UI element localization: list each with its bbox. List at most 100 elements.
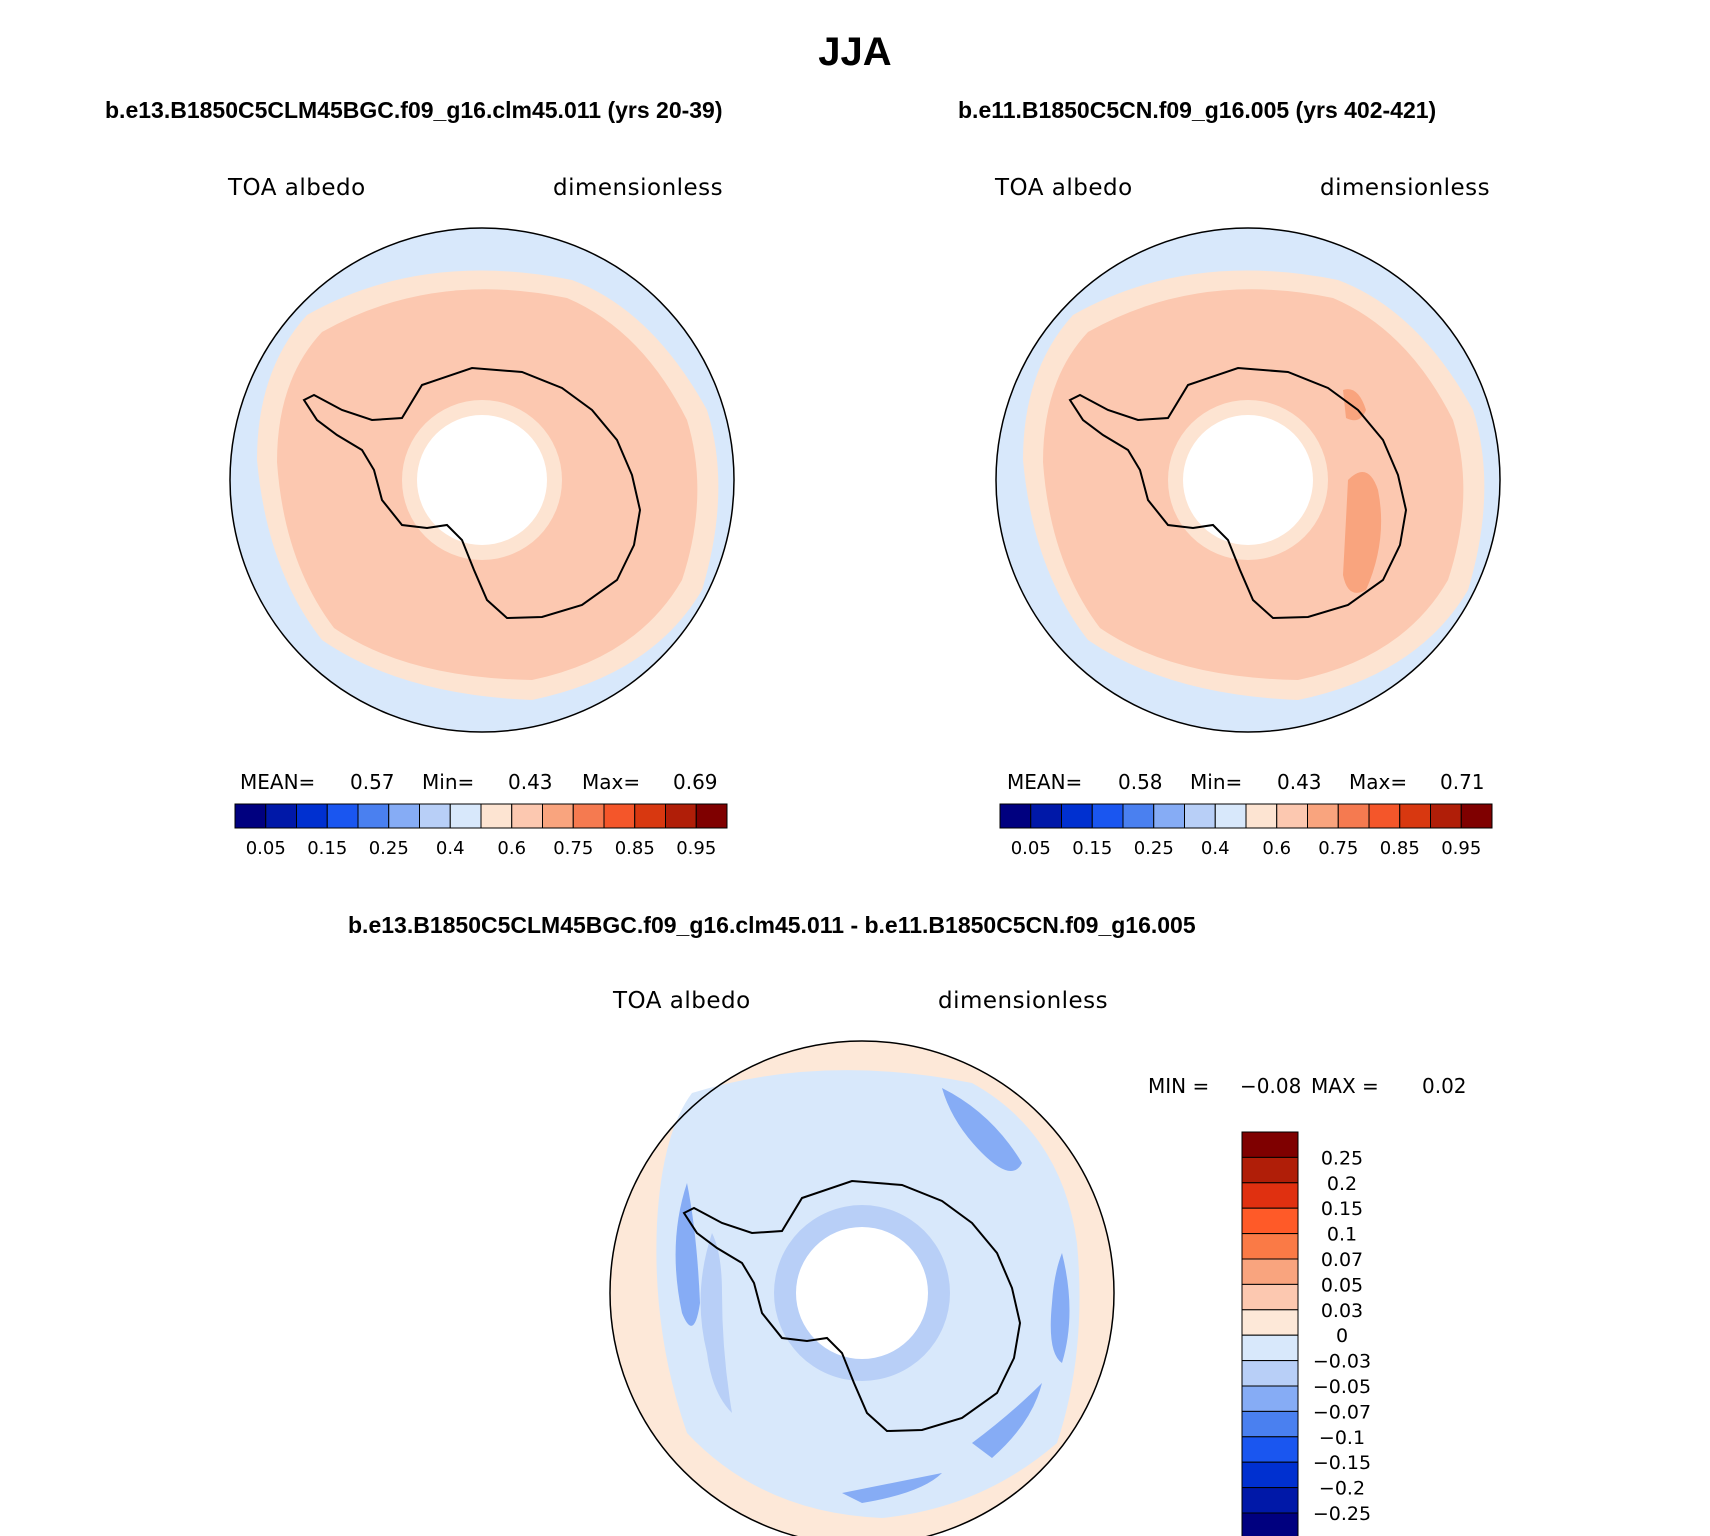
- panel2-colorbar-tick-label: 0.85: [1380, 838, 1420, 859]
- diff-colorbar-swatch: [1241, 1131, 1299, 1158]
- diff-colorbar-tick-label: 0.07: [1321, 1249, 1363, 1271]
- panel2-map-border: [995, 227, 1501, 733]
- diff-colorbar-tick-label: 0.03: [1321, 1300, 1363, 1322]
- diff-colorbar-swatch: [1241, 1207, 1299, 1235]
- diff-colorbar-tick-label: −0.07: [1313, 1401, 1371, 1423]
- diff-colorbar-tick-label: 0.25: [1321, 1147, 1363, 1169]
- diff-pole-hole: [796, 1227, 928, 1359]
- panel2-colorbar-tick-label: 0.4: [1201, 838, 1230, 859]
- panel2-mean-label: MEAN=: [1007, 770, 1083, 794]
- diff-streak-east: [1050, 1253, 1070, 1363]
- panel1-mean-value: 0.57: [350, 770, 395, 794]
- panel2-colorbar-swatch: [1061, 803, 1093, 829]
- panel1-colorbar-tick-label: 0.4: [436, 838, 465, 859]
- diff-colorbar-swatch: [1241, 1156, 1299, 1184]
- panel2-colorbar-swatch: [1091, 803, 1124, 829]
- panel1-colorbar-swatch: [234, 803, 267, 829]
- diff-streak-south: [842, 1473, 942, 1503]
- diff-max-value: 0.02: [1422, 1074, 1467, 1098]
- panel2-colorbar-swatch: [1030, 803, 1062, 829]
- panel1-colorbar-swatch: [296, 803, 328, 829]
- panel1-units-label: dimensionless: [553, 175, 724, 201]
- diff-colorbar-swatch: [1241, 1182, 1299, 1209]
- diff-max-label: MAX =: [1311, 1074, 1379, 1098]
- diff-min-label: MIN =: [1148, 1074, 1210, 1098]
- panel1-colorbar-swatch: [572, 803, 605, 829]
- panel1-colorbar-swatch: [419, 803, 451, 829]
- panel1-map-border: [229, 227, 735, 733]
- diff-streak-southeast: [972, 1383, 1042, 1458]
- panel1-colorbar-swatch: [634, 803, 666, 829]
- panel1-colorbar-swatch: [388, 803, 420, 829]
- panel2-case-title: b.e11.B1850C5CN.f09_g16.005 (yrs 402-421…: [958, 97, 1437, 123]
- diff-colorbar-swatch: [1241, 1233, 1299, 1260]
- diff-colorbar-swatch: [1241, 1360, 1299, 1387]
- panel2-colorbar-swatch: [1307, 803, 1339, 829]
- panel2-colorbar-tick-label: 0.75: [1318, 838, 1358, 859]
- panel2-colorbar-swatch: [1214, 803, 1247, 829]
- panel2-colorbar: 0.05 0.15 0.25 0.4 0.6 0.75 0.85 0.95: [999, 803, 1493, 859]
- panel1-colorbar: 0.05 0.15 0.25 0.4 0.6 0.75 0.85 0.95: [234, 803, 728, 859]
- diff-colorbar-swatch: [1241, 1385, 1299, 1412]
- panel1-pole-hole: [417, 415, 547, 545]
- diff-colorbar-tick-label: 0: [1336, 1325, 1348, 1347]
- diff-colorbar-swatch: [1241, 1334, 1299, 1362]
- panel2-units-label: dimensionless: [1320, 175, 1491, 201]
- panel1-colorbar-swatch: [542, 803, 574, 829]
- panel1-colorbar-swatch: [665, 803, 697, 829]
- diff-variable-label: TOA albedo: [613, 988, 751, 1014]
- panel1-colorbar-tick-label: 0.05: [246, 838, 286, 859]
- panel1-colorbar-swatch: [603, 803, 636, 829]
- diff-units-label: dimensionless: [938, 988, 1109, 1014]
- diff-colorbar-swatch: [1241, 1461, 1299, 1489]
- diff-streak-northeast: [942, 1088, 1022, 1171]
- panel1-colorbar-tick-label: 0.15: [307, 838, 347, 859]
- panel1-colorbar-swatch: [695, 803, 728, 829]
- panel2-colorbar-tick-label: 0.05: [1011, 838, 1051, 859]
- panel1-min-label: Min=: [422, 770, 475, 794]
- panel2-colorbar-swatch: [1245, 803, 1278, 829]
- panel2-pole-hole: [1183, 415, 1313, 545]
- diff-colorbar-swatch: [1241, 1283, 1299, 1311]
- diff-colorbar-tick-label: −0.05: [1313, 1376, 1371, 1398]
- panel1-colorbar-swatch: [326, 803, 359, 829]
- panel1-variable-label: TOA albedo: [228, 175, 366, 201]
- panel2-variable-label: TOA albedo: [995, 175, 1133, 201]
- diff-colorbar-tick-label: −0.2: [1319, 1478, 1365, 1500]
- panel2-max-value: 0.71: [1440, 770, 1485, 794]
- panel2-high-albedo-patch: [1343, 472, 1382, 593]
- panel1-map: [229, 227, 735, 733]
- figure-title: JJA: [818, 30, 892, 74]
- panel1-max-value: 0.69: [673, 770, 718, 794]
- diff-min-value: −0.08: [1240, 1074, 1302, 1098]
- diff-colorbar-swatch: [1241, 1309, 1299, 1336]
- panel2-colorbar-tick-label: 0.95: [1441, 838, 1481, 859]
- diff-colorbar-tick-label: −0.15: [1313, 1452, 1371, 1474]
- panel2-colorbar-swatch: [1460, 803, 1493, 829]
- diff-colorbar: 0.25 0.2 0.15 0.1 0.07 0.05 0.03 0 −0.03 −0.05 −0.…: [1241, 1131, 1371, 1536]
- diff-colorbar-swatch: [1241, 1436, 1299, 1463]
- panel1-min-value: 0.43: [508, 770, 553, 794]
- panel2-colorbar-swatch: [1337, 803, 1370, 829]
- panel2-colorbar-swatch: [1368, 803, 1401, 829]
- panel2-colorbar-swatch: [1122, 803, 1155, 829]
- panel2-colorbar-tick-label: 0.15: [1072, 838, 1112, 859]
- diff-colorbar-tick-label: 0.1: [1327, 1224, 1357, 1246]
- diff-colorbar-swatch: [1241, 1487, 1299, 1514]
- diff-colorbar-swatch: [1241, 1410, 1299, 1438]
- panel2-max-label: Max=: [1349, 770, 1408, 794]
- diff-map: [609, 1040, 1115, 1536]
- panel2-min-label: Min=: [1190, 770, 1243, 794]
- panel1-colorbar-swatch: [357, 803, 390, 829]
- panel1-max-label: Max=: [582, 770, 641, 794]
- diff-colorbar-tick-label: 0.2: [1327, 1173, 1357, 1195]
- panel2-mean-value: 0.58: [1118, 770, 1163, 794]
- diff-case-title: b.e13.B1850C5CLM45BGC.f09_g16.clm45.011 …: [348, 912, 1196, 938]
- panel1-colorbar-tick-label: 0.6: [497, 838, 526, 859]
- panel1-colorbar-swatch: [480, 803, 513, 829]
- diff-colorbar-tick-label: −0.25: [1313, 1503, 1371, 1525]
- panel2-colorbar-swatch: [1184, 803, 1216, 829]
- panel1-colorbar-tick-label: 0.25: [369, 838, 409, 859]
- panel2-colorbar-swatch: [1430, 803, 1462, 829]
